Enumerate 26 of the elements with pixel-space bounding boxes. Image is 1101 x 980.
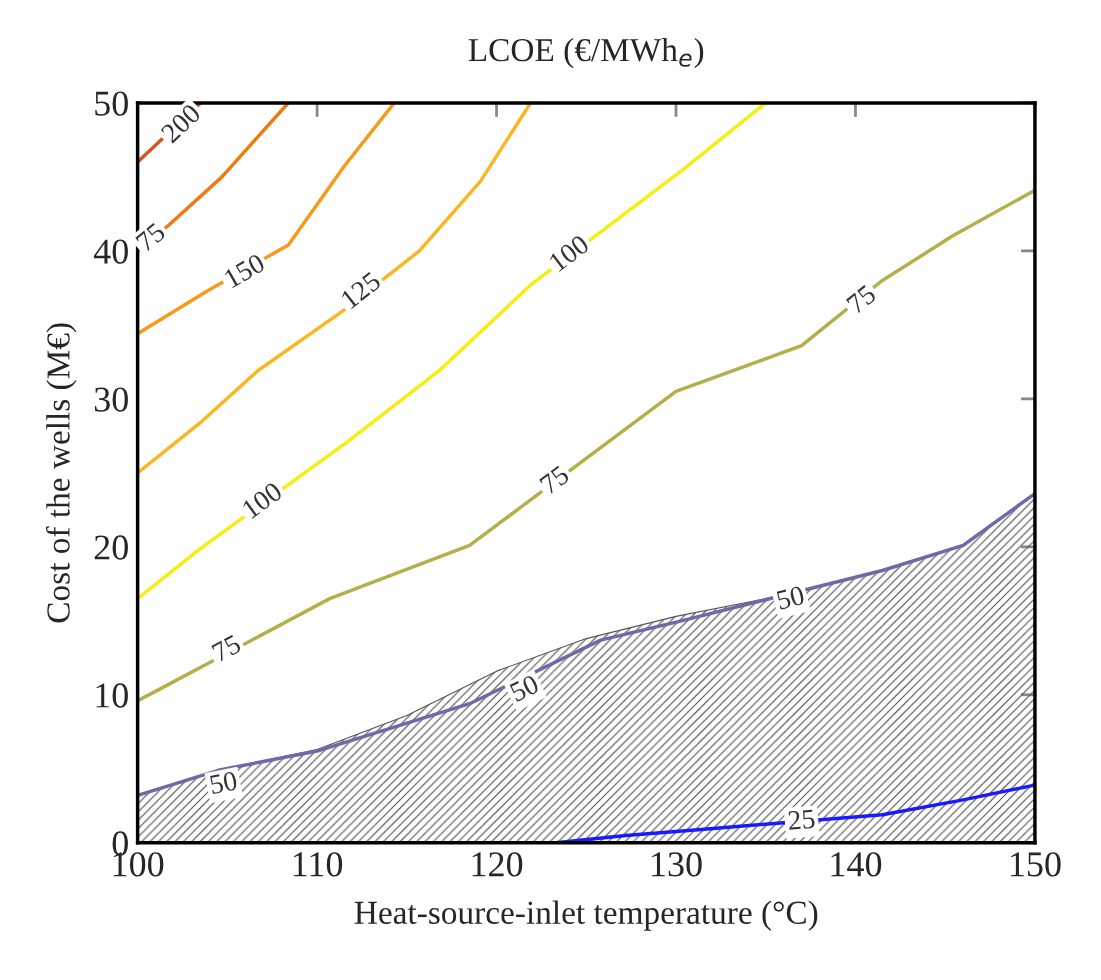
y-axis-title: Cost of the wells (M€): [45, 323, 77, 623]
annotation: 50: [509, 674, 540, 702]
x-tick-label: 130: [652, 852, 702, 877]
x-tick-label: 150: [1011, 852, 1061, 877]
annotation: 200: [160, 102, 202, 144]
annotation: 75: [135, 222, 167, 253]
chart-title: LCOE (€/MWh$_{e}$): [468, 37, 704, 69]
annotation: 75: [539, 464, 571, 495]
x-tick-label: 140: [831, 852, 882, 877]
annotation: 75: [211, 634, 242, 663]
annotation: 100: [241, 481, 284, 519]
y-tick-label: 40: [93, 239, 128, 264]
annotation: 50: [209, 771, 238, 795]
annotation: 125: [340, 270, 382, 310]
y-tick-label: 30: [94, 387, 128, 412]
x-tick-label: 120: [472, 852, 523, 877]
y-tick-label: 50: [95, 91, 128, 116]
x-axis-title: Heat-source-inlet temperature (°C): [354, 900, 818, 931]
y-tick-label: 20: [94, 535, 128, 560]
y-tick-label: 10: [96, 683, 128, 708]
annotation: 50: [776, 585, 805, 610]
annotation: 100: [548, 233, 591, 272]
annotation: 25: [788, 809, 815, 831]
annotation: 150: [223, 253, 266, 289]
annotation: 75: [846, 284, 877, 315]
x-tick-label: 110: [293, 852, 343, 877]
